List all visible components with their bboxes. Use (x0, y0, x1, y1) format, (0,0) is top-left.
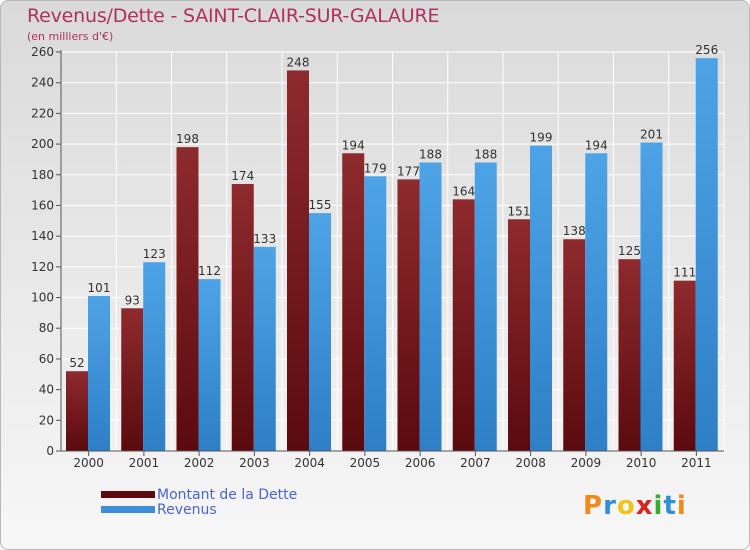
bar-dette-2006 (397, 179, 420, 451)
logo-letter: o (616, 491, 636, 521)
chart-legend: Montant de la Dette Revenus (101, 486, 298, 518)
legend-label-dette: Montant de la Dette (157, 486, 298, 503)
y-tick-label: 140 (31, 229, 54, 243)
data-label-revenus-2002: 112 (198, 264, 221, 278)
data-label-revenus-2007: 188 (474, 147, 497, 161)
data-label-dette-2004: 248 (287, 55, 310, 69)
chart-title: Revenus/Dette - SAINT-CLAIR-SUR-GALAURE (27, 5, 440, 27)
data-label-revenus-2008: 199 (530, 131, 553, 145)
logo-letter: i (653, 491, 664, 521)
data-label-dette-2005: 194 (342, 138, 365, 152)
bar-revenus-2010 (640, 142, 663, 452)
x-tick-label: 2001 (129, 456, 160, 470)
y-tick-label: 240 (31, 76, 54, 90)
logo-letter: i (676, 491, 687, 521)
bar-revenus-2011 (695, 58, 718, 452)
data-label-dette-2011: 111 (673, 266, 696, 280)
y-tick-label: 200 (31, 137, 54, 151)
y-tick-label: 60 (39, 352, 54, 366)
data-label-revenus-2003: 133 (253, 232, 276, 246)
y-tick-label: 220 (31, 106, 54, 120)
x-tick-label: 2003 (239, 456, 270, 470)
proxiti-logo: Proxiti (583, 491, 687, 521)
data-label-dette-2008: 151 (508, 204, 531, 218)
y-tick-label: 120 (31, 260, 54, 274)
x-tick-label: 2006 (405, 456, 436, 470)
data-label-revenus-2001: 123 (143, 247, 166, 261)
bar-revenus-2002 (198, 279, 221, 451)
y-tick-label: 260 (31, 45, 54, 59)
bar-dette-2001 (121, 308, 144, 451)
bar-revenus-2006 (419, 162, 442, 451)
x-tick-label: 2009 (571, 456, 602, 470)
x-tick-label: 2007 (460, 456, 491, 470)
legend-swatch-dette (101, 491, 155, 498)
legend-swatch-revenus (101, 506, 155, 513)
x-tick-label: 2011 (681, 456, 712, 470)
y-tick-label: 80 (39, 321, 54, 335)
bar-revenus-2005 (364, 176, 387, 452)
data-label-revenus-2009: 194 (585, 138, 608, 152)
bar-dette-2000 (66, 371, 88, 451)
data-label-dette-2003: 174 (231, 169, 254, 183)
legend-item-revenus: Revenus (101, 501, 297, 518)
bar-dette-2004 (287, 70, 309, 452)
bar-revenus-2009 (585, 153, 608, 452)
data-label-revenus-2004: 155 (309, 198, 332, 212)
bar-dette-2009 (563, 239, 586, 451)
legend-item-dette: Montant de la Dette (101, 486, 298, 503)
bar-revenus-2000 (88, 296, 110, 451)
logo-letter: t (663, 491, 677, 521)
y-tick-label: 180 (31, 168, 54, 182)
bar-dette-2003 (231, 183, 254, 451)
bar-revenus-2004 (309, 213, 331, 451)
data-label-revenus-2011: 256 (695, 43, 718, 57)
bar-dette-2005 (342, 153, 365, 452)
data-label-revenus-2000: 101 (88, 281, 111, 295)
logo-letter: P (583, 491, 604, 521)
x-tick-label: 2005 (350, 456, 381, 470)
data-label-dette-2002: 198 (176, 132, 199, 146)
x-tick-label: 2004 (294, 456, 325, 470)
y-tick-label: 160 (31, 198, 54, 212)
x-tick-label: 2002 (184, 456, 215, 470)
chart-subtitle: (en milliers d'€) (27, 30, 114, 43)
bar-dette-2008 (508, 219, 530, 451)
data-label-dette-2006: 177 (397, 164, 420, 178)
y-tick-label: 40 (39, 383, 54, 397)
data-label-revenus-2006: 188 (419, 147, 442, 161)
x-tick-label: 2010 (626, 456, 657, 470)
data-label-dette-2001: 93 (125, 293, 140, 307)
bar-revenus-2001 (143, 262, 166, 451)
x-tick-label: 2008 (515, 456, 546, 470)
data-label-dette-2000: 52 (69, 356, 84, 370)
bar-dette-2002 (176, 147, 199, 451)
bar-dette-2010 (618, 259, 641, 451)
data-label-revenus-2005: 179 (364, 161, 387, 175)
data-label-dette-2010: 125 (618, 244, 641, 258)
y-tick-label: 0 (46, 444, 54, 458)
y-tick-label: 100 (31, 291, 54, 305)
logo-letter: r (603, 491, 617, 521)
bar-revenus-2003 (253, 246, 276, 451)
x-tick-label: 2000 (73, 456, 104, 470)
data-label-dette-2007: 164 (452, 184, 475, 198)
y-tick-label: 20 (39, 413, 54, 427)
legend-label-revenus: Revenus (157, 501, 217, 518)
data-label-revenus-2010: 201 (640, 128, 663, 142)
bar-revenus-2008 (530, 145, 552, 451)
bar-dette-2011 (673, 280, 696, 451)
bar-dette-2007 (452, 199, 475, 451)
logo-letter: x (635, 491, 654, 521)
data-label-dette-2009: 138 (563, 224, 586, 238)
bar-revenus-2007 (474, 162, 497, 451)
